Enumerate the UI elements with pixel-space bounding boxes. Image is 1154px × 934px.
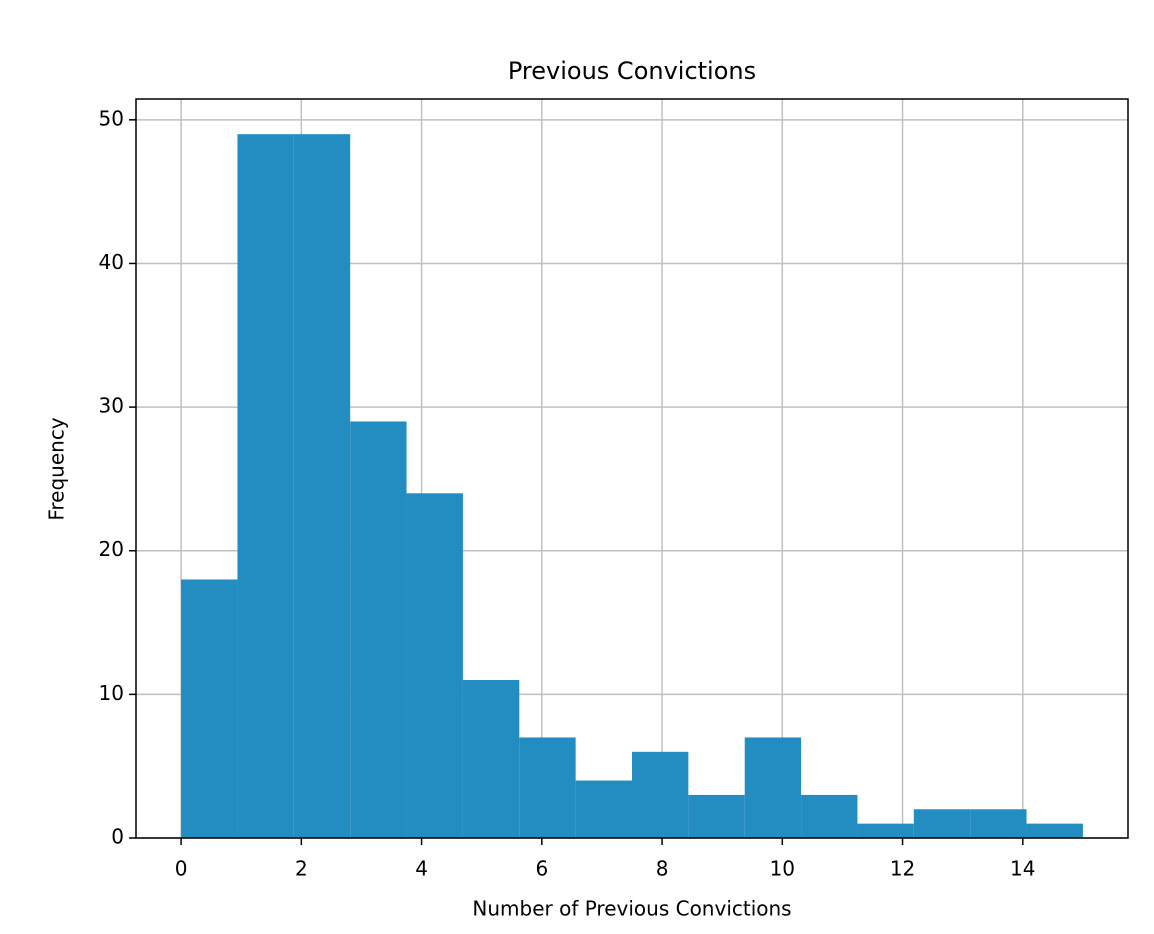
bar <box>913 809 971 838</box>
bar <box>575 780 632 838</box>
bar <box>406 493 463 838</box>
y-tick-label: 50 <box>99 106 124 130</box>
bar <box>519 737 576 838</box>
y-tick-label: 20 <box>99 537 124 561</box>
x-tick-label: 2 <box>295 857 308 881</box>
chart-title: Previous Convictions <box>508 57 756 85</box>
x-tick-label: 12 <box>890 857 915 881</box>
x-tick-label: 4 <box>415 857 428 881</box>
bar <box>744 737 802 838</box>
x-tick-label: 14 <box>1010 857 1035 881</box>
plot-frame <box>135 98 1129 839</box>
x-tick-label: 6 <box>535 857 548 881</box>
bar <box>857 823 914 838</box>
bar <box>181 579 238 838</box>
x-tick-label: 0 <box>175 857 188 881</box>
bar <box>688 794 745 838</box>
y-axis-label: Frequency <box>45 417 69 520</box>
bar <box>970 809 1027 838</box>
bar <box>632 751 689 838</box>
y-tick-label: 30 <box>99 394 124 418</box>
bar <box>293 134 351 838</box>
bar <box>237 134 294 838</box>
bar <box>1026 823 1083 838</box>
x-tick-label: 10 <box>770 857 795 881</box>
bar <box>801 794 858 838</box>
x-axis-label: Number of Previous Convictions <box>472 897 791 921</box>
y-tick-label: 10 <box>99 681 124 705</box>
bar <box>350 421 407 838</box>
bar <box>462 680 520 838</box>
y-tick-label: 0 <box>111 825 124 849</box>
y-tick-label: 40 <box>99 250 124 274</box>
x-tick-label: 8 <box>656 857 669 881</box>
